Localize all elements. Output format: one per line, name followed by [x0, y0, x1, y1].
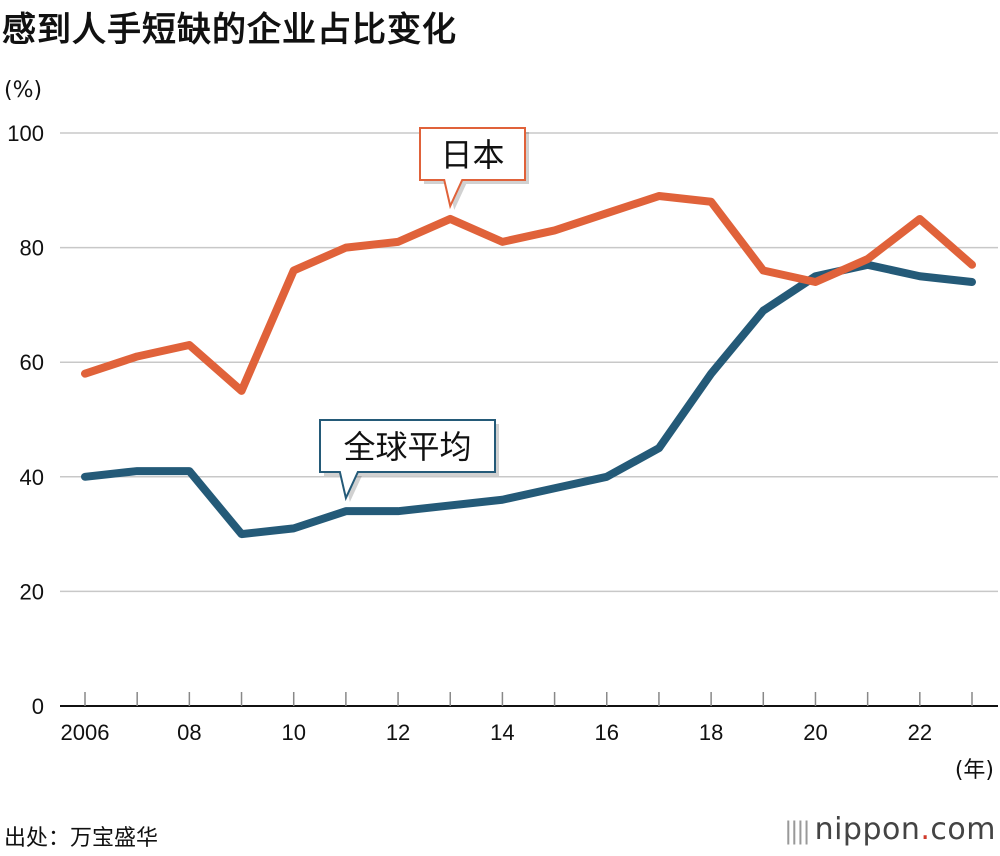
x-tick-label-2014: 14 — [490, 720, 514, 745]
x-tick-label-2022: 22 — [908, 720, 932, 745]
x-axis-unit: (年) — [954, 758, 994, 783]
source-note: 出处：万宝盛华 — [4, 826, 159, 851]
logo-bars-icon: |||| — [784, 817, 810, 845]
x-tick-label-2008: 08 — [177, 720, 201, 745]
series-lines — [81, 192, 976, 539]
x-tick-label-2010: 10 — [281, 720, 305, 745]
y-tick-label-100: 100 — [7, 121, 44, 146]
x-tick-label-2012: 12 — [386, 720, 410, 745]
series-line-1 — [81, 260, 976, 539]
y-axis-unit: (%) — [4, 78, 43, 103]
callout-box-1 — [319, 419, 496, 502]
logo-name: nippon — [814, 812, 921, 847]
nippon-logo[interactable]: |||| nippon.com — [784, 812, 996, 847]
callout-box-0 — [419, 127, 526, 210]
series-label-1: 全球平均 — [343, 428, 471, 466]
gridlines — [60, 132, 998, 707]
x-tick-label-2018: 18 — [699, 720, 723, 745]
logo-dot: . — [920, 812, 931, 847]
y-tick-label-80: 80 — [20, 236, 44, 261]
y-tick-label-60: 60 — [20, 350, 44, 375]
y-tick-label-20: 20 — [20, 579, 44, 604]
x-tick-label-2020: 20 — [803, 720, 827, 745]
y-tick-label-40: 40 — [20, 465, 44, 490]
series-line-0 — [81, 192, 976, 395]
series-label-0: 日本 — [440, 136, 504, 174]
logo-tld: com — [930, 812, 996, 847]
x-tick-label-2016: 16 — [595, 720, 619, 745]
y-tick-labels: 0 20 40 60 80 100 — [7, 121, 44, 719]
x-tick-label-2006: 2006 — [61, 720, 110, 745]
chart-title: 感到人手短缺的企业占比变化 — [2, 10, 457, 50]
y-tick-label-0: 0 — [32, 694, 44, 719]
x-ticks: 2006 08 10 12 14 16 18 20 22 — [61, 692, 973, 745]
